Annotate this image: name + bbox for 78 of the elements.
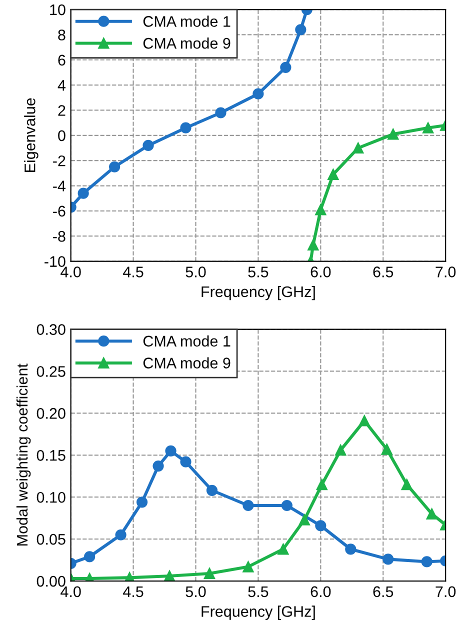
point xyxy=(165,445,176,457)
y-axis-title: Modal weighting coefficient xyxy=(16,364,31,546)
point xyxy=(315,204,326,216)
x-tick-label: 6.5 xyxy=(373,266,394,278)
point xyxy=(115,529,126,540)
point xyxy=(381,444,392,455)
x-tick-label: 7.0 xyxy=(436,266,456,278)
point xyxy=(421,556,432,568)
point xyxy=(152,460,164,472)
point xyxy=(164,570,176,582)
x-tick-label: 5.5 xyxy=(248,266,268,278)
point xyxy=(278,544,289,555)
x-axis-title: Frequency [GHz] xyxy=(202,286,315,300)
legend-label: CMA mode 9 xyxy=(143,357,230,368)
point xyxy=(422,122,434,134)
y-tick-label: -2 xyxy=(53,155,66,166)
point xyxy=(388,128,399,140)
y-tick-label: 4 xyxy=(58,80,66,91)
legend-label: CMA mode 1 xyxy=(143,335,230,347)
y-tick-label: 10 xyxy=(50,4,66,16)
x-tick-label: 4.5 xyxy=(123,586,144,598)
y-tick-label: 2 xyxy=(58,105,66,116)
x-axis-title: Frequency [GHz] xyxy=(202,606,315,620)
x-tick-label: 6.0 xyxy=(310,266,331,278)
point xyxy=(328,168,339,180)
point xyxy=(136,496,148,508)
point xyxy=(345,544,356,555)
point xyxy=(316,478,328,490)
y-tick-label: 0.30 xyxy=(36,324,66,335)
point xyxy=(298,514,310,526)
y-tick-label: 0.25 xyxy=(36,366,66,377)
point xyxy=(84,551,96,562)
point xyxy=(315,520,326,532)
x-tick-label: 7.0 xyxy=(436,586,456,598)
y-tick-label: 0.10 xyxy=(36,492,66,503)
y-tick-label: 0.05 xyxy=(36,534,66,545)
point xyxy=(280,62,292,73)
y-tick-label: 0.15 xyxy=(36,450,66,461)
y-tick-label: 6 xyxy=(58,54,66,66)
x-tick-label: 4.0 xyxy=(60,266,81,278)
y-tick-label: -10 xyxy=(44,256,66,267)
point xyxy=(401,478,412,490)
point xyxy=(308,239,319,250)
point xyxy=(242,561,254,572)
point xyxy=(142,140,154,152)
y-axis-title: Eigenvalue xyxy=(24,98,38,172)
x-tick-label: 4.5 xyxy=(123,266,144,278)
point xyxy=(352,142,364,154)
legend-label: CMA mode 9 xyxy=(143,38,230,49)
point xyxy=(109,161,120,172)
legend-label: CMA mode 1 xyxy=(143,16,230,27)
x-tick-label: 6.5 xyxy=(373,586,394,598)
point xyxy=(382,554,394,565)
point xyxy=(206,484,218,496)
y-tick-label: 0 xyxy=(58,130,66,142)
y-tick-label: 0.20 xyxy=(36,408,66,419)
point xyxy=(252,88,264,100)
y-tick-label: -4 xyxy=(53,180,66,192)
y-tick-label: -8 xyxy=(53,230,66,242)
point xyxy=(426,508,438,520)
point xyxy=(358,415,370,426)
point xyxy=(78,188,89,199)
point xyxy=(180,456,192,468)
point xyxy=(242,500,254,512)
point xyxy=(295,24,306,36)
y-tick-label: -6 xyxy=(53,206,66,217)
point xyxy=(281,500,292,512)
x-tick-label: 4.0 xyxy=(60,586,81,598)
y-tick-label: 0.00 xyxy=(36,576,66,587)
point xyxy=(215,107,226,118)
x-tick-label: 5.5 xyxy=(248,586,268,598)
x-tick-label: 6.0 xyxy=(310,586,331,598)
y-tick-label: 8 xyxy=(58,30,66,40)
x-tick-label: 5.0 xyxy=(186,266,206,278)
x-tick-label: 5.0 xyxy=(186,586,206,598)
point xyxy=(204,568,216,580)
point xyxy=(180,122,192,134)
point xyxy=(335,444,346,456)
